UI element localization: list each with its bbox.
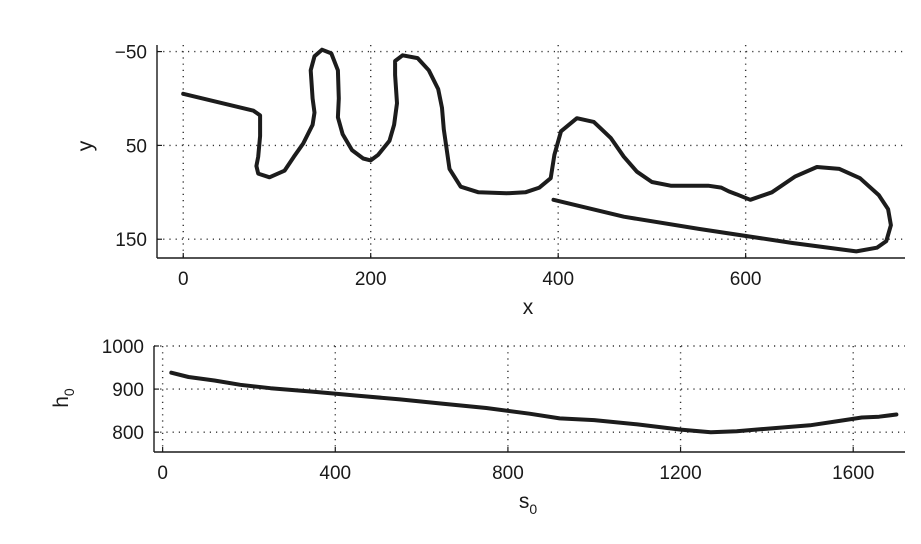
x-tick-label: 1600 bbox=[832, 463, 874, 484]
series-line bbox=[181, 47, 893, 254]
series-line bbox=[169, 370, 899, 435]
xy-trajectory-plot: 0 200 400 600 −50 50 150 x y bbox=[74, 43, 905, 319]
x-tick-label: 0 bbox=[178, 269, 189, 290]
x-tick-label: 800 bbox=[492, 463, 524, 484]
y-tick-label: 150 bbox=[115, 230, 147, 251]
x-tick-label: 600 bbox=[730, 269, 762, 290]
x-tick-label: 400 bbox=[542, 269, 574, 290]
y-tick-label: −50 bbox=[115, 43, 147, 64]
y-axis-label-h0: h0 bbox=[50, 388, 77, 408]
y-axis-label: y bbox=[74, 140, 97, 151]
y-tick-label: 900 bbox=[112, 380, 144, 401]
y-tick-label: 1000 bbox=[102, 337, 144, 358]
x-axis-label-s0: s0 bbox=[519, 490, 538, 517]
x-tick-label: 200 bbox=[355, 269, 387, 290]
x-tick-label: 0 bbox=[157, 463, 168, 484]
x-tick-label: 400 bbox=[319, 463, 351, 484]
elevation-profile-plot: 0 400 800 1200 1600 800 900 1000 s0 h0 bbox=[50, 337, 905, 517]
y-tick-label: 800 bbox=[112, 423, 144, 444]
x-axis-label: x bbox=[523, 296, 534, 319]
x-tick-label: 1200 bbox=[659, 463, 701, 484]
y-tick-label: 50 bbox=[126, 136, 147, 157]
